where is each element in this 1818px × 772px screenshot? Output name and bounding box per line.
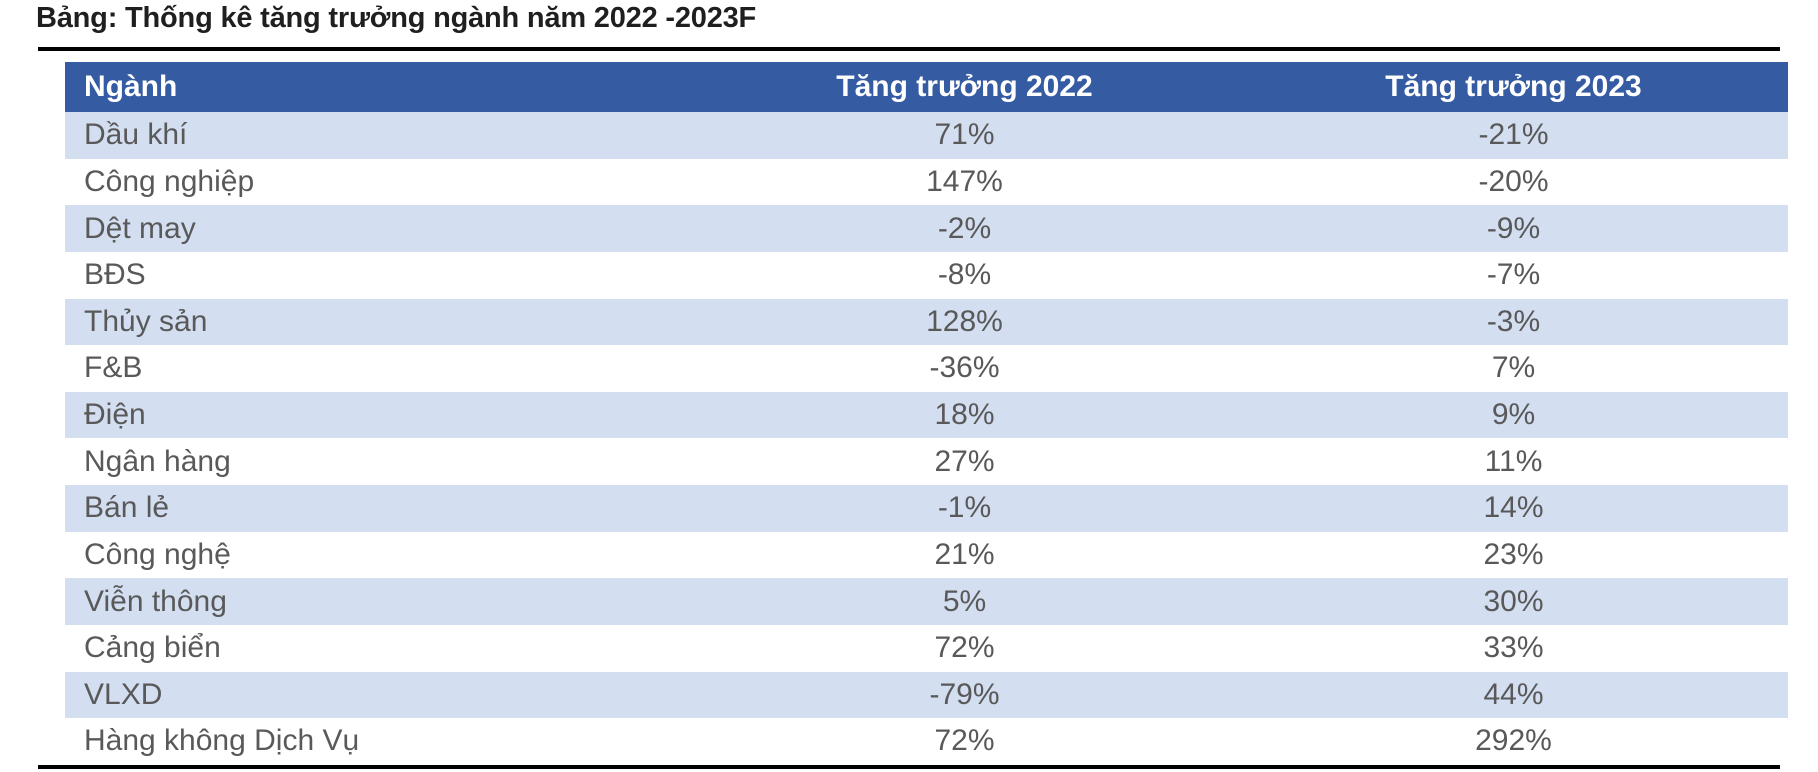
table-row: Bán lẻ -1% 14%: [65, 485, 1788, 532]
growth-2023-cell: 14%: [1483, 491, 1544, 525]
industry-cell: BĐS: [84, 258, 146, 292]
growth-2022-cell: 128%: [926, 304, 1003, 338]
growth-2023-cell: 23%: [1483, 537, 1544, 571]
industry-cell: Dầu khí: [84, 118, 188, 152]
industry-cell: Cảng biển: [84, 631, 221, 665]
table-row: Điện 18% 9%: [65, 391, 1788, 439]
table-row: VLXD -79% 44%: [65, 671, 1788, 719]
growth-2023-cell: -3%: [1486, 304, 1541, 338]
top-divider: [38, 47, 1780, 51]
growth-2022-cell: -2%: [937, 211, 992, 245]
table-row: Dệt may -2% -9%: [65, 205, 1788, 252]
growth-2022-cell: 18%: [934, 398, 995, 432]
industry-cell: Viễn thông: [84, 584, 227, 618]
growth-2023-cell: -20%: [1478, 164, 1549, 198]
column-header-growth-2023: Tăng trưởng 2023: [1385, 70, 1642, 103]
industry-cell: Bán lẻ: [84, 491, 170, 525]
industry-cell: VLXD: [84, 677, 163, 711]
growth-2022-cell: 147%: [926, 164, 1003, 198]
table-row: BĐS -8% -7%: [65, 251, 1788, 299]
growth-2022-cell: -8%: [937, 258, 992, 292]
growth-2023-cell: 33%: [1483, 631, 1544, 665]
bottom-divider: [38, 765, 1780, 769]
table-row: Dầu khí 71% -21%: [65, 112, 1788, 159]
table-row: Ngân hàng 27% 11%: [65, 438, 1788, 485]
growth-2022-cell: 72%: [934, 631, 995, 665]
table-row: Thủy sản 128% -3%: [65, 298, 1788, 346]
growth-2022-cell: -1%: [937, 491, 992, 525]
table-header-row: Ngành Tăng trưởng 2022 Tăng trưởng 2023: [65, 62, 1788, 112]
growth-2023-cell: 30%: [1483, 584, 1544, 618]
table-caption: Bảng: Thống kê tăng trưởng ngành năm 202…: [36, 2, 757, 34]
table-row: Công nghiệp 147% -20%: [65, 158, 1788, 206]
industry-cell: F&B: [84, 351, 143, 385]
industry-cell: Ngân hàng: [84, 444, 231, 478]
growth-2023-cell: 292%: [1475, 724, 1552, 758]
table-row: F&B -36% 7%: [65, 345, 1788, 392]
growth-2023-cell: 7%: [1491, 351, 1536, 385]
growth-2023-cell: 44%: [1483, 677, 1544, 711]
growth-2022-cell: 21%: [934, 537, 995, 571]
growth-2022-cell: -36%: [929, 351, 1000, 385]
growth-2022-cell: 72%: [934, 724, 995, 758]
growth-2023-cell: -7%: [1486, 258, 1541, 292]
industry-cell: Dệt may: [84, 211, 196, 245]
growth-2022-cell: 27%: [934, 444, 995, 478]
growth-2023-cell: 9%: [1491, 398, 1536, 432]
growth-2022-cell: 71%: [934, 118, 995, 152]
industry-cell: Điện: [84, 398, 146, 432]
industry-growth-table: Ngành Tăng trưởng 2022 Tăng trưởng 2023 …: [65, 62, 1788, 765]
table-row: Viễn thông 5% 30%: [65, 578, 1788, 625]
growth-2022-cell: -79%: [929, 677, 1000, 711]
industry-cell: Hàng không Dịch Vụ: [84, 724, 360, 758]
industry-cell: Thủy sản: [84, 304, 208, 338]
column-header-growth-2022: Tăng trưởng 2022: [836, 70, 1093, 103]
column-header-industry: Ngành: [84, 70, 178, 103]
growth-2023-cell: 11%: [1484, 444, 1543, 478]
growth-2022-cell: 5%: [942, 584, 987, 618]
industry-cell: Công nghiệp: [84, 164, 255, 198]
industry-cell: Công nghệ: [84, 537, 231, 571]
growth-2023-cell: -9%: [1486, 211, 1541, 245]
table-row: Công nghệ 21% 23%: [65, 531, 1788, 579]
growth-2023-cell: -21%: [1478, 118, 1549, 152]
table-row: Hàng không Dịch Vụ 72% 292%: [65, 718, 1788, 765]
table-row: Cảng biển 72% 33%: [65, 624, 1788, 672]
